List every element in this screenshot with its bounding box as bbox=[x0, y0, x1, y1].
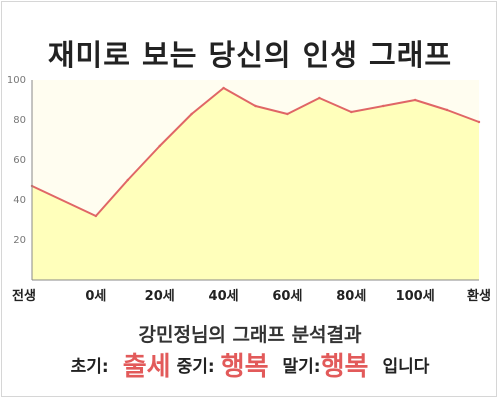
data-point-12 bbox=[445, 108, 449, 112]
x-tick-label: 전생 bbox=[12, 288, 36, 304]
closing-text: 입니다 bbox=[382, 357, 430, 377]
y-tick-label: 80 bbox=[13, 115, 26, 126]
data-point-8 bbox=[318, 96, 321, 100]
analysis-subtitle: 강민정님의 그래프 분석결과 bbox=[138, 324, 362, 346]
middle-value: 행복 bbox=[220, 352, 269, 382]
data-point-5 bbox=[222, 86, 225, 90]
early-label: 초기: bbox=[70, 357, 109, 377]
x-tick-label: 0세 bbox=[85, 289, 106, 304]
early-value: 출세 bbox=[122, 352, 171, 382]
x-tick-label: 환생 bbox=[467, 288, 491, 304]
data-point-10 bbox=[382, 104, 385, 108]
y-tick-label: 40 bbox=[13, 195, 26, 206]
x-tick-label: 80세 bbox=[336, 289, 366, 304]
x-tick-label: 20세 bbox=[145, 289, 175, 304]
middle-label: 중기: bbox=[176, 357, 215, 377]
data-point-4 bbox=[190, 112, 193, 116]
data-point-6 bbox=[254, 104, 257, 108]
y-tick-label: 100 bbox=[7, 75, 26, 86]
late-value: 행복 bbox=[320, 352, 369, 382]
data-point-13 bbox=[477, 120, 481, 124]
data-point-2 bbox=[126, 178, 129, 182]
data-point-3 bbox=[158, 144, 161, 148]
analysis-result: 초기: 출세 중기: 행복 말기:행복 입니다 bbox=[0, 346, 500, 383]
life-line bbox=[31, 87, 480, 217]
y-tick-label: 60 bbox=[13, 155, 26, 166]
data-point-1 bbox=[94, 214, 98, 218]
data-point-11 bbox=[413, 98, 417, 102]
data-point-9 bbox=[350, 110, 353, 114]
x-tick-label: 40세 bbox=[209, 289, 239, 304]
x-tick-label: 100세 bbox=[396, 289, 435, 304]
late-label: 말기: bbox=[282, 357, 321, 377]
y-tick-label: 20 bbox=[13, 235, 26, 246]
data-point-7 bbox=[286, 112, 289, 116]
x-tick-label: 60세 bbox=[272, 289, 302, 304]
area-fill bbox=[32, 88, 479, 280]
page-title: 재미로 보는 당신의 인생 그래프 bbox=[47, 38, 453, 72]
